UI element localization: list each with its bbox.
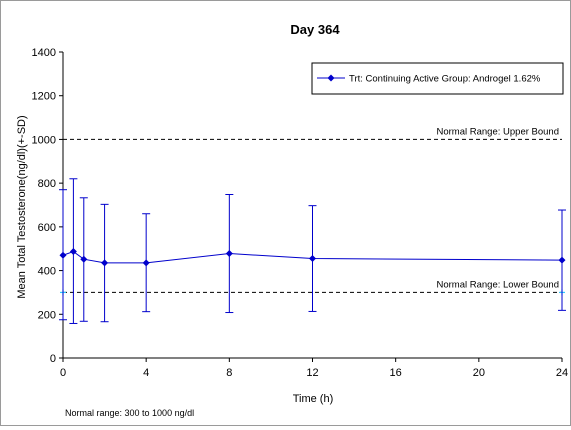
data-point	[101, 259, 109, 267]
footnote: Normal range: 300 to 1000 ng/dl	[65, 408, 194, 418]
x-tick-label: 16	[390, 367, 402, 379]
data-point	[80, 255, 88, 263]
legend-label: Trt: Continuing Active Group: Androgel 1…	[349, 74, 541, 85]
chart-title: Day 364	[290, 22, 340, 37]
reference-line-label: Normal Range: Lower Bound	[436, 279, 559, 290]
y-tick-label: 200	[38, 309, 56, 321]
x-tick-label: 12	[306, 367, 318, 379]
y-tick-label: 1000	[32, 134, 56, 146]
data-point	[59, 251, 67, 259]
y-tick-label: 1400	[32, 47, 56, 59]
reference-line-label: Normal Range: Upper Bound	[436, 126, 559, 137]
y-tick-label: 600	[38, 222, 56, 234]
y-tick-label: 400	[38, 266, 56, 278]
y-axis-label: Mean Total Testosterone(ng/dl)(+-SD)	[16, 115, 28, 298]
y-tick-label: 0	[50, 353, 56, 365]
x-axis-label: Time (h)	[293, 393, 334, 405]
x-tick-label: 24	[556, 367, 568, 379]
data-point	[69, 248, 77, 256]
x-tick-label: 20	[473, 367, 485, 379]
legend: Trt: Continuing Active Group: Androgel 1…	[311, 62, 564, 95]
x-tick-label: 0	[60, 367, 66, 379]
data-point	[309, 255, 316, 263]
series	[59, 248, 566, 267]
x-tick-label: 8	[226, 367, 232, 379]
data-point	[558, 256, 566, 264]
y-tick-label: 1200	[32, 91, 56, 103]
y-tick-label: 800	[38, 178, 56, 190]
legend-diamond-marker	[327, 74, 335, 82]
x-tick-label: 4	[143, 367, 149, 379]
legend-box	[311, 62, 564, 95]
axes: 0 200 400 600 800 1000 1200 1400 0 4 8 12 16 20 24	[32, 47, 569, 379]
data-point	[142, 259, 150, 267]
data-point	[225, 250, 233, 258]
error-bars	[59, 178, 566, 324]
